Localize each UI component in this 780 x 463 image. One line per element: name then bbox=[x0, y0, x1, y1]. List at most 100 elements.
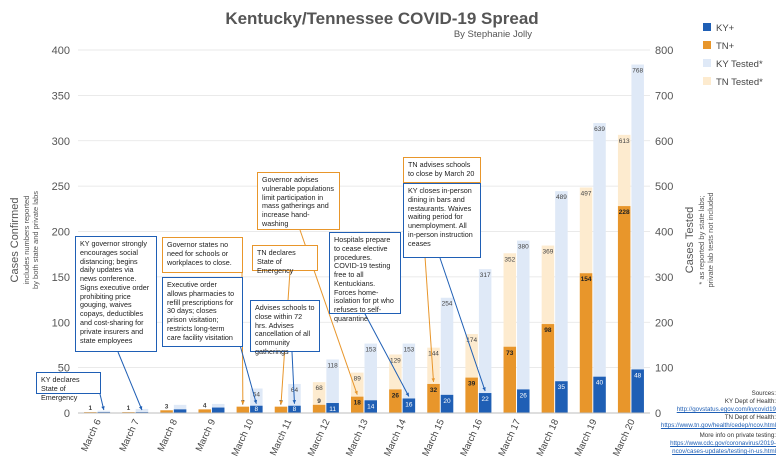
bar-ky-tested bbox=[478, 269, 492, 413]
annotation-arrow-head bbox=[101, 406, 105, 410]
label-tn-cases: 228 bbox=[619, 209, 630, 216]
bar-ky-cases bbox=[517, 389, 530, 413]
y-axis-right-label: Cases Tested bbox=[684, 207, 696, 273]
y-axis-left-sublabel-2: by both state and private labs bbox=[31, 191, 40, 289]
bars: 1134547864786811891189153181412915326161… bbox=[78, 64, 650, 414]
label-ky-tested: 317 bbox=[480, 272, 491, 279]
bar-ky-tested bbox=[631, 64, 644, 414]
x-tick-label: March 14 bbox=[382, 418, 409, 459]
label-tn-cases: 4 bbox=[203, 402, 207, 409]
bar-ky-cases bbox=[326, 403, 339, 413]
x-tick-label: March 15 bbox=[420, 418, 447, 459]
y-tick-left: 400 bbox=[52, 45, 70, 57]
label-ky-tested: 489 bbox=[556, 194, 567, 201]
bar-ky-cases bbox=[250, 405, 263, 413]
label-ky-cases: 8 bbox=[293, 406, 297, 413]
legend-swatch-tn-cases bbox=[703, 41, 711, 49]
y-axis-left-sublabel-1: includes numbers reported bbox=[22, 196, 31, 285]
bar-ky-tested bbox=[440, 297, 454, 413]
bar-tn-cases bbox=[427, 383, 440, 413]
annotation-gov-vulnerable: Governor advises vulnerable populations … bbox=[257, 172, 340, 230]
y-tick-right: 600 bbox=[655, 136, 673, 148]
annotation-arrow-head bbox=[405, 392, 409, 397]
label-ky-tested: 380 bbox=[518, 244, 529, 251]
x-tick-label: March 13 bbox=[344, 418, 371, 459]
x-tick-label: March 7 bbox=[117, 418, 141, 454]
bar-ky-tested bbox=[173, 404, 187, 413]
y-tick-right: 700 bbox=[655, 90, 673, 102]
label-tn-cases: 98 bbox=[544, 327, 552, 334]
chart-subtitle: By Stephanie Jolly bbox=[454, 29, 532, 40]
bar-ky-cases bbox=[555, 381, 568, 413]
label-tn-tested: 144 bbox=[428, 351, 439, 358]
bar-tn-cases bbox=[465, 377, 478, 413]
annotation-arrow-line bbox=[239, 344, 257, 404]
y-tick-right: 200 bbox=[655, 317, 673, 329]
bar-ky-tested bbox=[593, 123, 606, 414]
sources-ky-label: KY Dept of Health: bbox=[724, 398, 776, 406]
bar-tn-cases bbox=[312, 404, 326, 413]
y-tick-left: 200 bbox=[52, 227, 70, 239]
label-tn-tested: 613 bbox=[619, 138, 630, 145]
bar-ky-cases bbox=[478, 393, 492, 413]
sources-more-link[interactable]: https://www.cdc.gov/coronavirus/2019-nco… bbox=[670, 440, 776, 456]
sources: Sources: KY Dept of Health: http://govst… bbox=[661, 390, 776, 430]
annotation-arrow-head bbox=[292, 400, 297, 404]
y-axis-right-ticks: 0 100 200 300 400 500 600 700 800 bbox=[655, 45, 673, 420]
bar-tn-cases bbox=[351, 396, 364, 413]
sources-tn-link[interactable]: https://www.tn.gov/health/cedep/ncov.htm… bbox=[660, 422, 776, 430]
y-tick-right: 100 bbox=[655, 363, 673, 375]
chart-title: Kentucky/Tennessee COVID-19 Spread bbox=[225, 9, 538, 28]
label-tn-tested: 174 bbox=[466, 337, 477, 344]
label-ky-tested: 639 bbox=[594, 126, 605, 133]
y-tick-left: 0 bbox=[64, 408, 70, 420]
label-tn-tested: 369 bbox=[542, 249, 553, 256]
y-tick-right: 800 bbox=[655, 45, 673, 57]
y-axis-left-title: Cases Confirmed includes numbers reporte… bbox=[9, 191, 40, 289]
label-ky-cases: 26 bbox=[520, 392, 528, 399]
bar-ky-tested bbox=[364, 343, 377, 413]
x-tick-label: March 18 bbox=[535, 418, 562, 459]
annotation-arrow-line bbox=[117, 351, 143, 411]
annotation-arrow-head bbox=[354, 390, 358, 395]
bar-ky-cases bbox=[288, 405, 301, 413]
bar-tn-cases bbox=[274, 406, 288, 413]
y-axis-left-label: Cases Confirmed bbox=[9, 198, 21, 283]
annotation-ky-emergency: KY declares State of Emergency bbox=[36, 372, 101, 401]
y-tick-right: 300 bbox=[655, 272, 673, 284]
bar-ky-cases bbox=[631, 369, 644, 413]
label-ky-tested: 254 bbox=[442, 301, 453, 308]
x-axis-ticks: March 6 March 7 March 8 March 9 March 10 Marc… bbox=[79, 418, 637, 459]
sources-ky-link[interactable]: http://govstatus.egov.com/kycovid19 bbox=[676, 406, 776, 414]
x-tick-label: March 10 bbox=[230, 418, 257, 459]
y-tick-left: 150 bbox=[52, 272, 70, 284]
label-ky-cases: 20 bbox=[443, 398, 451, 405]
label-ky-cases: 14 bbox=[367, 403, 375, 410]
bar-ky-cases bbox=[593, 376, 606, 413]
label-ky-tested: 768 bbox=[632, 68, 643, 75]
label-tn-cases: 32 bbox=[430, 387, 438, 394]
bar-ky-cases bbox=[364, 400, 377, 413]
bar-tn-cases bbox=[579, 273, 593, 413]
annotation-exec-order: Executive order allows pharmacies to ref… bbox=[162, 277, 243, 347]
x-tick-label: March 16 bbox=[458, 418, 485, 459]
sources-more-label: More info on private testing: bbox=[699, 432, 776, 439]
legend-label-tn-cases: TN+ bbox=[716, 41, 735, 52]
annotation-ky-closes: KY closes in-person dining in bars and r… bbox=[403, 183, 481, 258]
y-tick-right: 0 bbox=[655, 408, 661, 420]
y-tick-left: 250 bbox=[52, 181, 70, 193]
label-tn-cases: 73 bbox=[506, 350, 514, 357]
label-ky-cases: 40 bbox=[596, 380, 604, 387]
legend-label-ky-cases: KY+ bbox=[716, 23, 735, 34]
sources-tn-label: TN Dept of Health: bbox=[724, 414, 776, 422]
y-tick-left: 50 bbox=[58, 363, 70, 375]
y-axis-right-title: Cases Tested * as reported by state labs… bbox=[684, 192, 715, 287]
bar-tn-cases bbox=[503, 346, 517, 413]
label-tn-cases: 1 bbox=[127, 405, 131, 412]
annotation-ky-governor: KY governor strongly encourages social d… bbox=[75, 236, 157, 352]
y-axis-right-sublabel-2: private lab tests not included bbox=[706, 192, 715, 287]
label-ky-tested: 54 bbox=[253, 391, 261, 398]
label-ky-tested: 118 bbox=[327, 362, 338, 369]
legend-swatch-tn-tested bbox=[703, 77, 711, 85]
label-ky-cases: 8 bbox=[255, 406, 259, 413]
